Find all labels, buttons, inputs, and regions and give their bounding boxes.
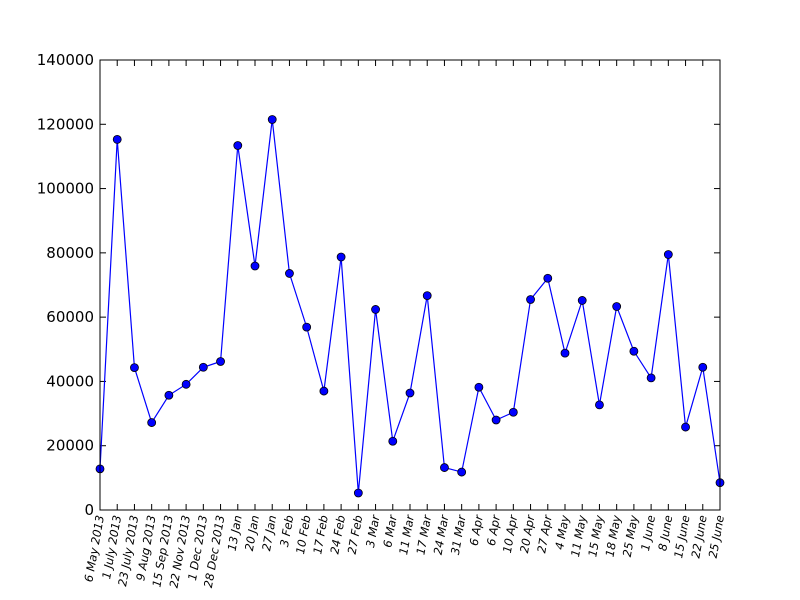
y-tick-label: 120000 (37, 115, 94, 133)
data-point (543, 273, 553, 283)
x-tick-label: 4 May (552, 514, 572, 551)
data-point (336, 252, 346, 262)
x-tick-label: 24 Feb (327, 514, 348, 555)
x-tick-label: 6 Mar (380, 513, 400, 549)
data-point (681, 422, 690, 432)
y-tick-label: 40000 (46, 372, 94, 390)
x-tick-label: 6 Apr (484, 513, 503, 547)
data-point (474, 382, 484, 392)
y-axis-ticks: 0 20000 40000 60000 80000 100000 120000 140000 (37, 51, 720, 519)
x-tick-label: 10 Apr (500, 513, 521, 554)
y-tick-label: 80000 (46, 244, 94, 262)
data-point (560, 348, 570, 358)
x-tick-label: 20 Apr (517, 513, 538, 554)
x-tick-label: 8 June (655, 514, 675, 552)
plot-background (100, 60, 720, 510)
y-tick-label: 140000 (37, 51, 94, 69)
data-point (526, 295, 535, 304)
data-point (250, 261, 260, 271)
x-tick-label: 27 Jan (259, 514, 279, 552)
x-tick-label: 13 Jan (225, 514, 245, 552)
data-point (388, 436, 398, 446)
plot-frame (99, 59, 721, 511)
data-point (646, 373, 656, 383)
data-point (440, 463, 449, 472)
data-point (216, 357, 225, 366)
x-tick-label: 17 Feb (310, 514, 331, 555)
data-point (353, 488, 363, 498)
x-tick-label: 6 Apr (467, 513, 486, 547)
x-tick-label: 3 Feb (277, 514, 296, 548)
y-tick-label: 0 (84, 501, 94, 519)
data-point (319, 386, 329, 396)
data-point (302, 322, 312, 332)
data-point (164, 390, 174, 400)
data-point (112, 134, 122, 144)
data-point (285, 269, 294, 278)
data-point (422, 291, 432, 301)
data-point (405, 388, 415, 398)
data-point (181, 379, 191, 389)
y-tick-label: 100000 (37, 180, 94, 198)
x-tick-label: 31 Mar (448, 513, 469, 556)
data-point (371, 305, 380, 314)
data-point (147, 418, 157, 427)
x-tick-label: 25 May (620, 514, 641, 558)
data-point (198, 362, 208, 372)
data-point (267, 115, 277, 124)
data-point (457, 467, 467, 477)
data-point (577, 296, 587, 305)
data-point (595, 400, 604, 410)
x-tick-label: 3 Mar (363, 513, 383, 549)
y-tick-label: 60000 (46, 308, 94, 326)
data-point (663, 250, 673, 259)
data-point (508, 407, 518, 417)
data-point (612, 302, 622, 311)
data-point (233, 141, 243, 150)
x-tick-label: 1 June (638, 514, 658, 552)
x-tick-label: 27 Feb (345, 514, 366, 555)
x-tick-label: 10 Feb (293, 514, 314, 555)
data-point (698, 362, 708, 372)
data-point (491, 415, 501, 425)
data-point (130, 363, 139, 373)
x-tick-label: 27 Apr (534, 513, 555, 554)
y-tick-label: 20000 (46, 437, 94, 455)
data-point (629, 346, 639, 356)
x-tick-label: 20 Jan (242, 514, 262, 552)
